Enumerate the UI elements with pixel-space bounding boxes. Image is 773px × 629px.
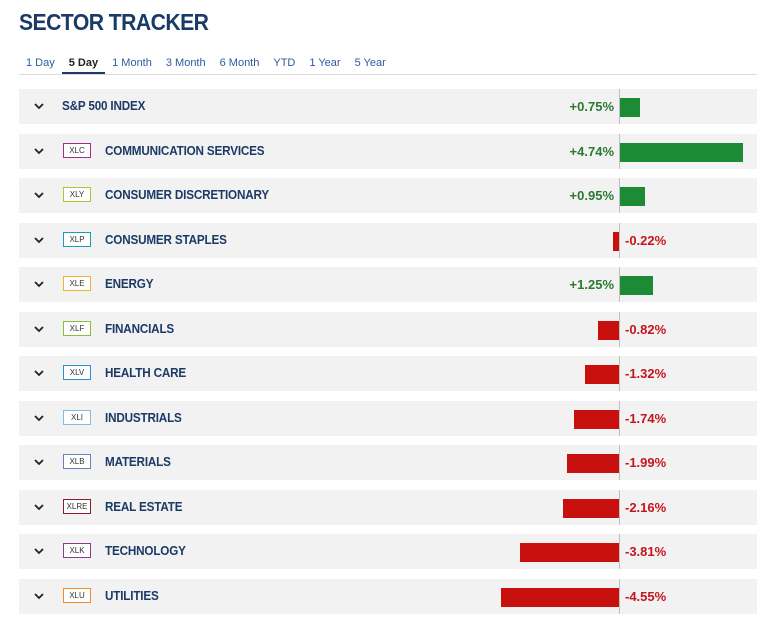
tab-1-year[interactable]: 1 Year (309, 57, 341, 69)
change-bar (567, 454, 619, 473)
change-percent: +0.75% (569, 99, 614, 114)
sector-name-link[interactable]: TECHNOLOGY (105, 543, 186, 558)
ticker-badge: XLE (63, 276, 91, 291)
change-bar (574, 410, 619, 429)
tab-1-day[interactable]: 1 Day (26, 57, 55, 69)
ticker-badge: XLY (63, 187, 91, 202)
change-bar (501, 588, 619, 607)
sector-row[interactable]: XLV HEALTH CARE -1.32% (19, 356, 757, 391)
zero-axis-line (619, 267, 620, 302)
change-percent: -0.82% (625, 322, 667, 337)
tab-ytd[interactable]: YTD (273, 57, 296, 69)
sector-row[interactable]: XLU UTILITIES -4.55% (19, 579, 757, 614)
sector-name-link[interactable]: ENERGY (105, 276, 154, 291)
zero-axis-line (619, 134, 620, 169)
change-percent: +0.95% (569, 188, 614, 203)
zero-axis-line (619, 401, 620, 436)
change-percent: +4.74% (569, 144, 614, 159)
ticker-badge: XLI (63, 410, 91, 425)
chevron-down-icon[interactable] (34, 146, 44, 156)
chevron-down-icon[interactable] (34, 190, 44, 200)
change-percent: -2.16% (625, 500, 667, 515)
change-bar (613, 232, 619, 251)
period-tabs: 1 Day 5 Day 1 Month 3 Month 6 Month YTD 1 Year… (19, 50, 757, 75)
change-bar (520, 543, 619, 562)
zero-axis-line (619, 312, 620, 347)
sector-name-link[interactable]: HEALTH CARE (105, 365, 186, 380)
sector-row[interactable]: XLK TECHNOLOGY -3.81% (19, 534, 757, 569)
change-bar (620, 276, 653, 295)
chevron-down-icon[interactable] (34, 101, 44, 111)
sector-name-link[interactable]: MATERIALS (105, 454, 171, 469)
sector-row[interactable]: S&P 500 INDEX +0.75% (19, 89, 757, 124)
zero-axis-line (619, 178, 620, 213)
sector-name-link[interactable]: S&P 500 INDEX (62, 98, 146, 113)
sector-row[interactable]: XLF FINANCIALS -0.82% (19, 312, 757, 347)
change-bar (620, 187, 645, 206)
sector-name-link[interactable]: COMMUNICATION SERVICES (105, 143, 265, 158)
ticker-badge: XLV (63, 365, 91, 380)
change-percent: +1.25% (569, 277, 614, 292)
chevron-down-icon[interactable] (34, 413, 44, 423)
change-percent: -1.74% (625, 411, 667, 426)
zero-axis-line (619, 356, 620, 391)
sector-row[interactable]: XLI INDUSTRIALS -1.74% (19, 401, 757, 436)
ticker-badge: XLC (63, 143, 91, 158)
ticker-badge: XLF (63, 321, 91, 336)
sector-row[interactable]: XLY CONSUMER DISCRETIONARY +0.95% (19, 178, 757, 213)
zero-axis-line (619, 223, 620, 258)
ticker-badge: XLRE (63, 499, 91, 514)
tab-5-year[interactable]: 5 Year (354, 57, 386, 69)
sector-row[interactable]: XLRE REAL ESTATE -2.16% (19, 490, 757, 525)
ticker-badge: XLK (63, 543, 91, 558)
zero-axis-line (619, 579, 620, 614)
chevron-down-icon[interactable] (34, 235, 44, 245)
sector-name-link[interactable]: INDUSTRIALS (105, 410, 182, 425)
change-bar (620, 143, 743, 162)
change-percent: -0.22% (625, 233, 667, 248)
tab-1-month[interactable]: 1 Month (112, 57, 152, 69)
chevron-down-icon[interactable] (34, 324, 44, 334)
chevron-down-icon[interactable] (34, 591, 44, 601)
zero-axis-line (619, 534, 620, 569)
change-percent: -3.81% (625, 544, 667, 559)
ticker-badge: XLU (63, 588, 91, 603)
tab-5-day[interactable]: 5 Day (61, 50, 106, 74)
change-bar (585, 365, 619, 384)
change-bar (620, 98, 640, 117)
sector-name-link[interactable]: CONSUMER STAPLES (105, 232, 227, 247)
change-percent: -4.55% (625, 589, 667, 604)
zero-axis-line (619, 89, 620, 124)
tab-6-month[interactable]: 6 Month (219, 57, 260, 69)
chevron-down-icon[interactable] (34, 368, 44, 378)
chevron-down-icon[interactable] (34, 279, 44, 289)
change-percent: -1.32% (625, 366, 667, 381)
ticker-badge: XLP (63, 232, 91, 247)
sector-name-link[interactable]: FINANCIALS (105, 321, 175, 336)
page-title: SECTOR TRACKER (19, 9, 209, 35)
sector-row[interactable]: XLP CONSUMER STAPLES -0.22% (19, 223, 757, 258)
zero-axis-line (619, 445, 620, 480)
sector-row[interactable]: XLE ENERGY +1.25% (19, 267, 757, 302)
ticker-badge: XLB (63, 454, 91, 469)
chevron-down-icon[interactable] (34, 457, 44, 467)
sector-name-link[interactable]: UTILITIES (105, 588, 159, 603)
change-bar (563, 499, 619, 518)
tab-3-month[interactable]: 3 Month (165, 57, 206, 69)
sector-name-link[interactable]: CONSUMER DISCRETIONARY (105, 187, 269, 202)
chevron-down-icon[interactable] (34, 502, 44, 512)
change-percent: -1.99% (625, 455, 667, 470)
zero-axis-line (619, 490, 620, 525)
sector-row[interactable]: XLC COMMUNICATION SERVICES +4.74% (19, 134, 757, 169)
sector-name-link[interactable]: REAL ESTATE (105, 499, 183, 514)
change-bar (598, 321, 619, 340)
chevron-down-icon[interactable] (34, 546, 44, 556)
sector-row[interactable]: XLB MATERIALS -1.99% (19, 445, 757, 480)
